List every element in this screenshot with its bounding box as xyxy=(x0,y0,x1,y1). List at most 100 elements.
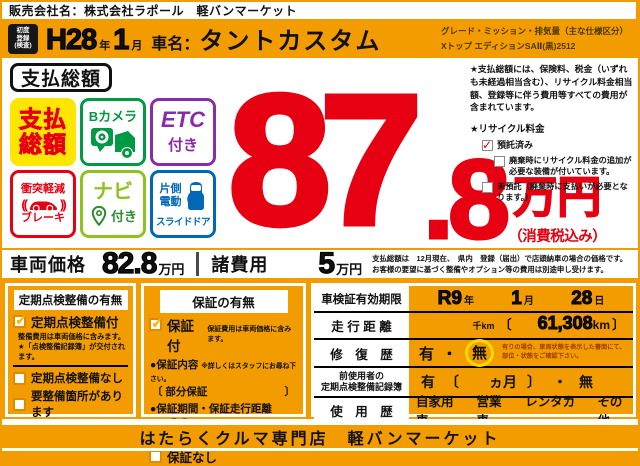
table-row-usage-history: 使 用 歴 自家用車 営業車 レンタカー その他 xyxy=(314,395,633,428)
record-label: 前使用者の 定期点検整備記録簿 xyxy=(314,368,409,396)
header: 初度 登録 (検査) H28 年 1 月 車名： タントカスタム グレード・ミッ… xyxy=(2,19,638,58)
price-note-line: 支払総額は 12月現在、 県内 登録（届出）で店頭納車の場合の価格です。 xyxy=(372,253,628,263)
recycle-fee-title: ★リサイクル料金 xyxy=(470,124,545,135)
price-breakdown-band: 車両価格 82.8 万円 諸費用 5 万円 支払総額は 12月現在、 県内 登録… xyxy=(2,246,638,281)
badge-text: 電動 xyxy=(159,196,182,208)
table-row-mileage: 走 行 距 離 千km 〔 61,308 km 〕 xyxy=(314,313,633,340)
car-name: タントカスタム xyxy=(199,27,382,55)
badge-text: 付き xyxy=(167,137,198,154)
price-conditions-note: 支払総額は 12月現在、 県内 登録（届出）で店頭納車の場合の価格です。 お客様… xyxy=(372,253,627,276)
car-rear-icon xyxy=(186,182,204,210)
fees-label: 諸費用 xyxy=(211,255,269,275)
registration-month: 1 xyxy=(113,23,130,56)
inspection-with-label: 定期点検整備付 xyxy=(31,316,119,330)
inspection-without-label: 定期点検整備なし xyxy=(31,373,123,386)
year-unit: 年 xyxy=(99,39,111,52)
vehicle-price-label: 車両価格 xyxy=(10,255,86,275)
divider xyxy=(196,252,200,276)
table-row-maintenance-record: 前使用者の 定期点検整備記録簿 有 〔 ヵ月 〕 ・ 無 xyxy=(314,368,633,398)
badge-backup-camera: Bカメラ xyxy=(80,98,146,166)
inspection-title: 定期点検整備の有無 xyxy=(13,290,128,310)
shaken-month: 1 xyxy=(511,287,523,309)
badge-text: 片側 xyxy=(159,182,182,195)
mileage-value: 61,308 xyxy=(537,313,593,334)
recycle-not-deposited-checkbox xyxy=(482,182,493,194)
reg-badge-line: 初度 xyxy=(16,26,30,34)
divider xyxy=(13,365,128,368)
warranty-box: 保証の有無 保証付 保証費用は車両価格に含みます。 ●保証内容 ※詳しくはスタッ… xyxy=(141,283,306,465)
vehicle-price-unit: 万円 xyxy=(158,261,185,277)
repair-label: 修 復 歴 xyxy=(314,340,409,366)
record-no: 無 xyxy=(579,374,593,390)
backup-camera-icon xyxy=(91,127,135,159)
badge-collision-brake: 衝突軽減 (( )) ブレーキ xyxy=(10,170,76,238)
recycle-deposited-label: 預託済み xyxy=(497,140,534,150)
inspection-with-checkbox xyxy=(13,311,28,329)
recycle-extra-checkbox xyxy=(494,156,505,168)
total-price: 87 .8 万円 （消費税込み） xyxy=(226,54,607,264)
first-registration-badge: 初度 登録 (検査) xyxy=(8,23,38,54)
grade-title: グレード・ミッション・排気量（主な仕様区分） xyxy=(440,26,628,37)
tax-included-note: （消費税込み） xyxy=(508,229,607,245)
car-side-icon xyxy=(29,201,58,212)
inspection-box: 定期点検整備の有無 定期点検整備付 整備費用は車両価格に含みます。 ★「点検整備… xyxy=(5,283,136,440)
badge-text: スライドドア xyxy=(155,217,211,228)
badge-etc: ETC 付き xyxy=(150,98,216,166)
grade-info: グレード・ミッション・排気量（主な仕様区分） Xトップ エディションSAⅡ(黒)… xyxy=(441,24,628,53)
badge-text: 支払 xyxy=(19,106,67,133)
shaken-year: R9 xyxy=(437,287,462,309)
badge-text: Bカメラ xyxy=(88,108,138,124)
usage-label: 使 用 歴 xyxy=(314,398,409,422)
fees-unit: 万円 xyxy=(336,261,363,277)
shaken-day: 28 xyxy=(571,287,593,309)
price-unit: 万円 xyxy=(513,173,603,222)
badge-total-price: 支払 総額 xyxy=(10,98,76,166)
inspection-with-note: 整備費用は車両価格に含みます。 ★「点検整備記録簿」が交付されます。 xyxy=(18,332,126,362)
badge-text: 付き xyxy=(110,209,137,224)
recycle-extra-label: 廃棄時にリサイクル料金の追加が必要な装備が付いています。 xyxy=(509,156,632,177)
shop-name: はたらくクルマ専門店 軽バンマーケット xyxy=(139,430,501,448)
brake-wave-left: (( xyxy=(21,196,28,212)
badge-text: ETC xyxy=(161,107,205,132)
repair-yes: 有 xyxy=(419,345,435,363)
divider xyxy=(2,419,638,425)
price-integer: 87 xyxy=(226,56,426,264)
price-note-line: お客様の要望に基づく整備やオプション等の費用は別途申し受けます。 xyxy=(372,265,608,274)
grade-value: Xトップ エディションSAⅡ(黒)2512 xyxy=(440,40,576,51)
vehicle-price-value: 82.8 xyxy=(101,246,158,280)
registration-date: H28 年 1 月 車名： タントカスタム xyxy=(45,21,382,57)
map-pin-icon xyxy=(91,205,107,226)
shaken-label: 車検証有効期限 xyxy=(314,286,409,311)
warranty-content-label: ●保証内容 ※詳しくはスタッフにお尋ね下さい。 xyxy=(150,359,297,383)
main-panel: 支払総額 支払 総額 Bカメラ xyxy=(2,58,638,257)
total-includes-note: ★支払総額には、保険料、税金（いずれも未経過相当含む）、リサイクル料金相当額、登… xyxy=(470,64,633,113)
warranty-without-checkbox xyxy=(149,450,162,463)
badge-text: ブレーキ xyxy=(21,212,65,224)
badge-text: 衝突軽減 xyxy=(21,183,65,196)
warranty-title: 保証の有無 xyxy=(159,290,288,313)
inspection-needed-label: 要整備箇所があります xyxy=(31,391,123,420)
table-row-repair-history: 修 復 歴 有 ・ 無 有りの場合、車両状態を表示した書面にて、 部位・状態をご… xyxy=(314,339,633,368)
repair-no-selected: 無 xyxy=(465,339,495,367)
recycle-deposited-checkbox xyxy=(482,137,493,153)
warranty-with-checkbox xyxy=(149,314,164,332)
record-yes: 有 xyxy=(421,374,435,390)
fees-value: 5 xyxy=(318,246,336,280)
divider xyxy=(2,448,638,451)
feature-badges: 支払 総額 Bカメラ ETC 付き xyxy=(10,98,216,238)
badge-text: 総額 xyxy=(19,131,67,157)
registration-year: H28 xyxy=(45,23,97,56)
reg-badge-line: 登録 xyxy=(16,34,30,42)
reg-badge-line: (検査) xyxy=(14,42,32,50)
warranty-with-note: 保証費用は車両価格に含みます。 xyxy=(207,326,292,343)
warranty-period-label: ●保証期間・保証走行距離 xyxy=(150,403,272,415)
brake-wave-right: )) xyxy=(60,196,67,212)
seller-name: 販売会社名：株式会社ラポール 軽バンマーケット xyxy=(9,4,298,18)
badge-text: ナビ xyxy=(93,180,133,203)
month-unit: 月 xyxy=(131,39,143,52)
mileage-label: 走 行 距 離 xyxy=(314,313,409,338)
badge-navigation: ナビ 付き xyxy=(80,170,146,238)
inspection-needed-checkbox xyxy=(13,397,26,411)
seller-bar: 販売会社名：株式会社ラポール 軽バンマーケット xyxy=(2,2,636,19)
